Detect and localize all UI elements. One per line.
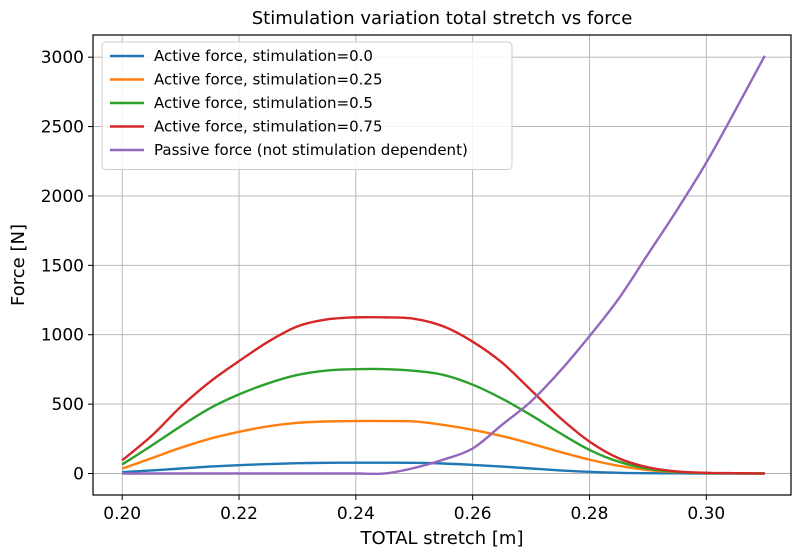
y-tick-label: 2500 bbox=[41, 118, 84, 138]
series-line-4 bbox=[122, 55, 766, 476]
y-tick-label: 1500 bbox=[41, 256, 84, 276]
legend-label: Active force, stimulation=0.75 bbox=[154, 118, 383, 136]
x-tick-label: 0.22 bbox=[220, 504, 258, 524]
series-line-0 bbox=[122, 461, 765, 475]
y-tick-label: 3000 bbox=[41, 48, 84, 68]
x-tick-label: 0.24 bbox=[337, 504, 375, 524]
y-tick-label: 1000 bbox=[41, 326, 84, 346]
y-axis-label: Force [N] bbox=[8, 224, 29, 306]
legend-label: Active force, stimulation=0.25 bbox=[154, 71, 383, 89]
x-tick-label: 0.28 bbox=[571, 504, 609, 524]
x-axis-label: TOTAL stretch [m] bbox=[359, 528, 523, 549]
axis-ticks: 0.20 0.22 0.24 0.26 0.28 0.30 0 500 1000 1500 2000… bbox=[41, 48, 726, 524]
series-lines bbox=[121, 55, 766, 476]
legend-label: Active force, stimulation=0.0 bbox=[154, 47, 373, 65]
y-tick-label: 2000 bbox=[41, 187, 84, 207]
legend: Active force, stimulation=0.0 Active forc… bbox=[101, 41, 513, 170]
y-tick-label: 500 bbox=[52, 395, 84, 415]
series-line-3 bbox=[121, 315, 765, 475]
x-tick-label: 0.20 bbox=[103, 504, 141, 524]
legend-label: Active force, stimulation=0.5 bbox=[154, 94, 373, 112]
legend-box bbox=[101, 41, 513, 170]
y-tick-label: 0 bbox=[73, 464, 84, 484]
chart-title: Stimulation variation total stretch vs f… bbox=[252, 8, 633, 29]
x-tick-label: 0.30 bbox=[687, 504, 725, 524]
x-tick-label: 0.26 bbox=[454, 504, 492, 524]
legend-label: Passive force (not stimulation dependent… bbox=[154, 141, 468, 159]
